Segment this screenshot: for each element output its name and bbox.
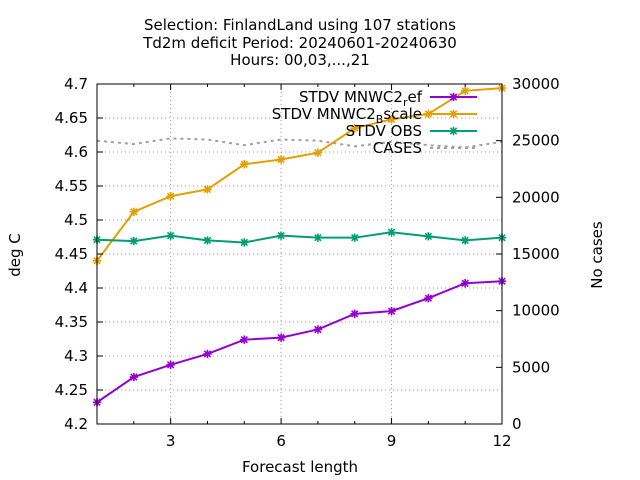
y-tick-label: 4.65: [55, 109, 88, 127]
title-line-1: Selection: FinlandLand using 107 station…: [144, 16, 456, 34]
y-tick-label: 4.4: [64, 279, 88, 297]
x-axis-label: Forecast length: [242, 458, 358, 476]
data-point-4: [240, 160, 249, 169]
data-point-5: [276, 231, 286, 240]
data-point-legend-2: [449, 126, 458, 136]
grid: [97, 84, 502, 424]
data-point-3: [203, 236, 212, 245]
data-point-5: [276, 155, 286, 164]
series-lines: [92, 83, 507, 407]
y-tick-label: 4.25: [55, 381, 88, 399]
data-point-6: [313, 148, 323, 157]
y2-tick-label: 25000: [512, 132, 560, 150]
data-point-6: [313, 233, 323, 242]
data-point-3: [203, 349, 212, 359]
series-cases: [96, 137, 503, 149]
data-point-2: [166, 360, 175, 370]
series-line-3: [96, 137, 503, 149]
data-point-5: [276, 333, 286, 342]
y-tick-label: 4.55: [55, 177, 88, 195]
x-tick-label: 3: [166, 432, 176, 450]
series-line-0: [96, 280, 503, 404]
data-point-4: [240, 238, 249, 247]
data-point-1: [129, 236, 139, 246]
y2-tick-label: 5000: [512, 358, 550, 376]
x-tick-label: 9: [387, 432, 397, 450]
data-point-1: [129, 207, 139, 217]
x-tick-label: 12: [492, 432, 511, 450]
y-tick-label: 4.6: [64, 143, 88, 161]
legend-label-3: CASES: [373, 139, 422, 157]
y2-tick-label: 10000: [512, 302, 560, 320]
legend-label-0: STDV MNWC2ref: [299, 88, 423, 109]
y2-tick-label: 0: [512, 415, 522, 433]
title-line-3: Hours: 00,03,...,21: [230, 51, 370, 69]
axes: 4.2 4.25 4.3 4.35 4.4 4.45 4.5 4.55 4.6 4.65 4.7 0 5…: [55, 75, 560, 450]
data-point-10: [460, 86, 470, 95]
data-point-10: [460, 236, 470, 245]
data-point-10: [460, 279, 470, 288]
data-point-8: [387, 228, 396, 237]
data-point-9: [424, 232, 433, 241]
data-point-7: [350, 309, 359, 319]
y-tick-label: 4.5: [64, 211, 88, 229]
y2-tick-label: 15000: [512, 245, 560, 263]
data-point-4: [240, 335, 249, 344]
title-line-2: Td2m deficit Period: 20240601-20240630: [142, 34, 457, 52]
y2-tick-label: 30000: [512, 75, 560, 93]
data-point-8: [387, 306, 396, 316]
y-tick-label: 4.3: [64, 347, 88, 365]
series-line-1: [96, 87, 503, 262]
data-point-legend-0: [449, 92, 458, 102]
y-tick-label: 4.35: [55, 313, 88, 331]
y-tick-label: 4.2: [64, 415, 88, 433]
data-point-6: [313, 325, 323, 334]
data-point-9: [424, 294, 433, 303]
y2-tick-label: 20000: [512, 188, 560, 206]
data-point-2: [166, 231, 175, 240]
legend-label-1: STDV MNWC2Bscale: [272, 105, 422, 126]
y-axis-label: deg C: [6, 233, 24, 277]
data-point-9: [424, 109, 433, 119]
y2-axis-label: No cases: [588, 221, 606, 289]
data-point-2: [166, 192, 175, 201]
legend-label-2: STDV OBS: [346, 122, 422, 140]
data-point-legend-1: [449, 109, 458, 119]
data-point-1: [129, 372, 139, 382]
data-point-7: [350, 124, 359, 133]
x-tick-label: 6: [276, 432, 286, 450]
data-point-7: [350, 233, 359, 242]
data-point-3: [203, 185, 212, 194]
series-line-2: [96, 231, 503, 244]
y-tick-label: 4.45: [55, 245, 88, 263]
y-tick-label: 4.7: [64, 75, 88, 93]
data-point-8: [387, 115, 396, 124]
